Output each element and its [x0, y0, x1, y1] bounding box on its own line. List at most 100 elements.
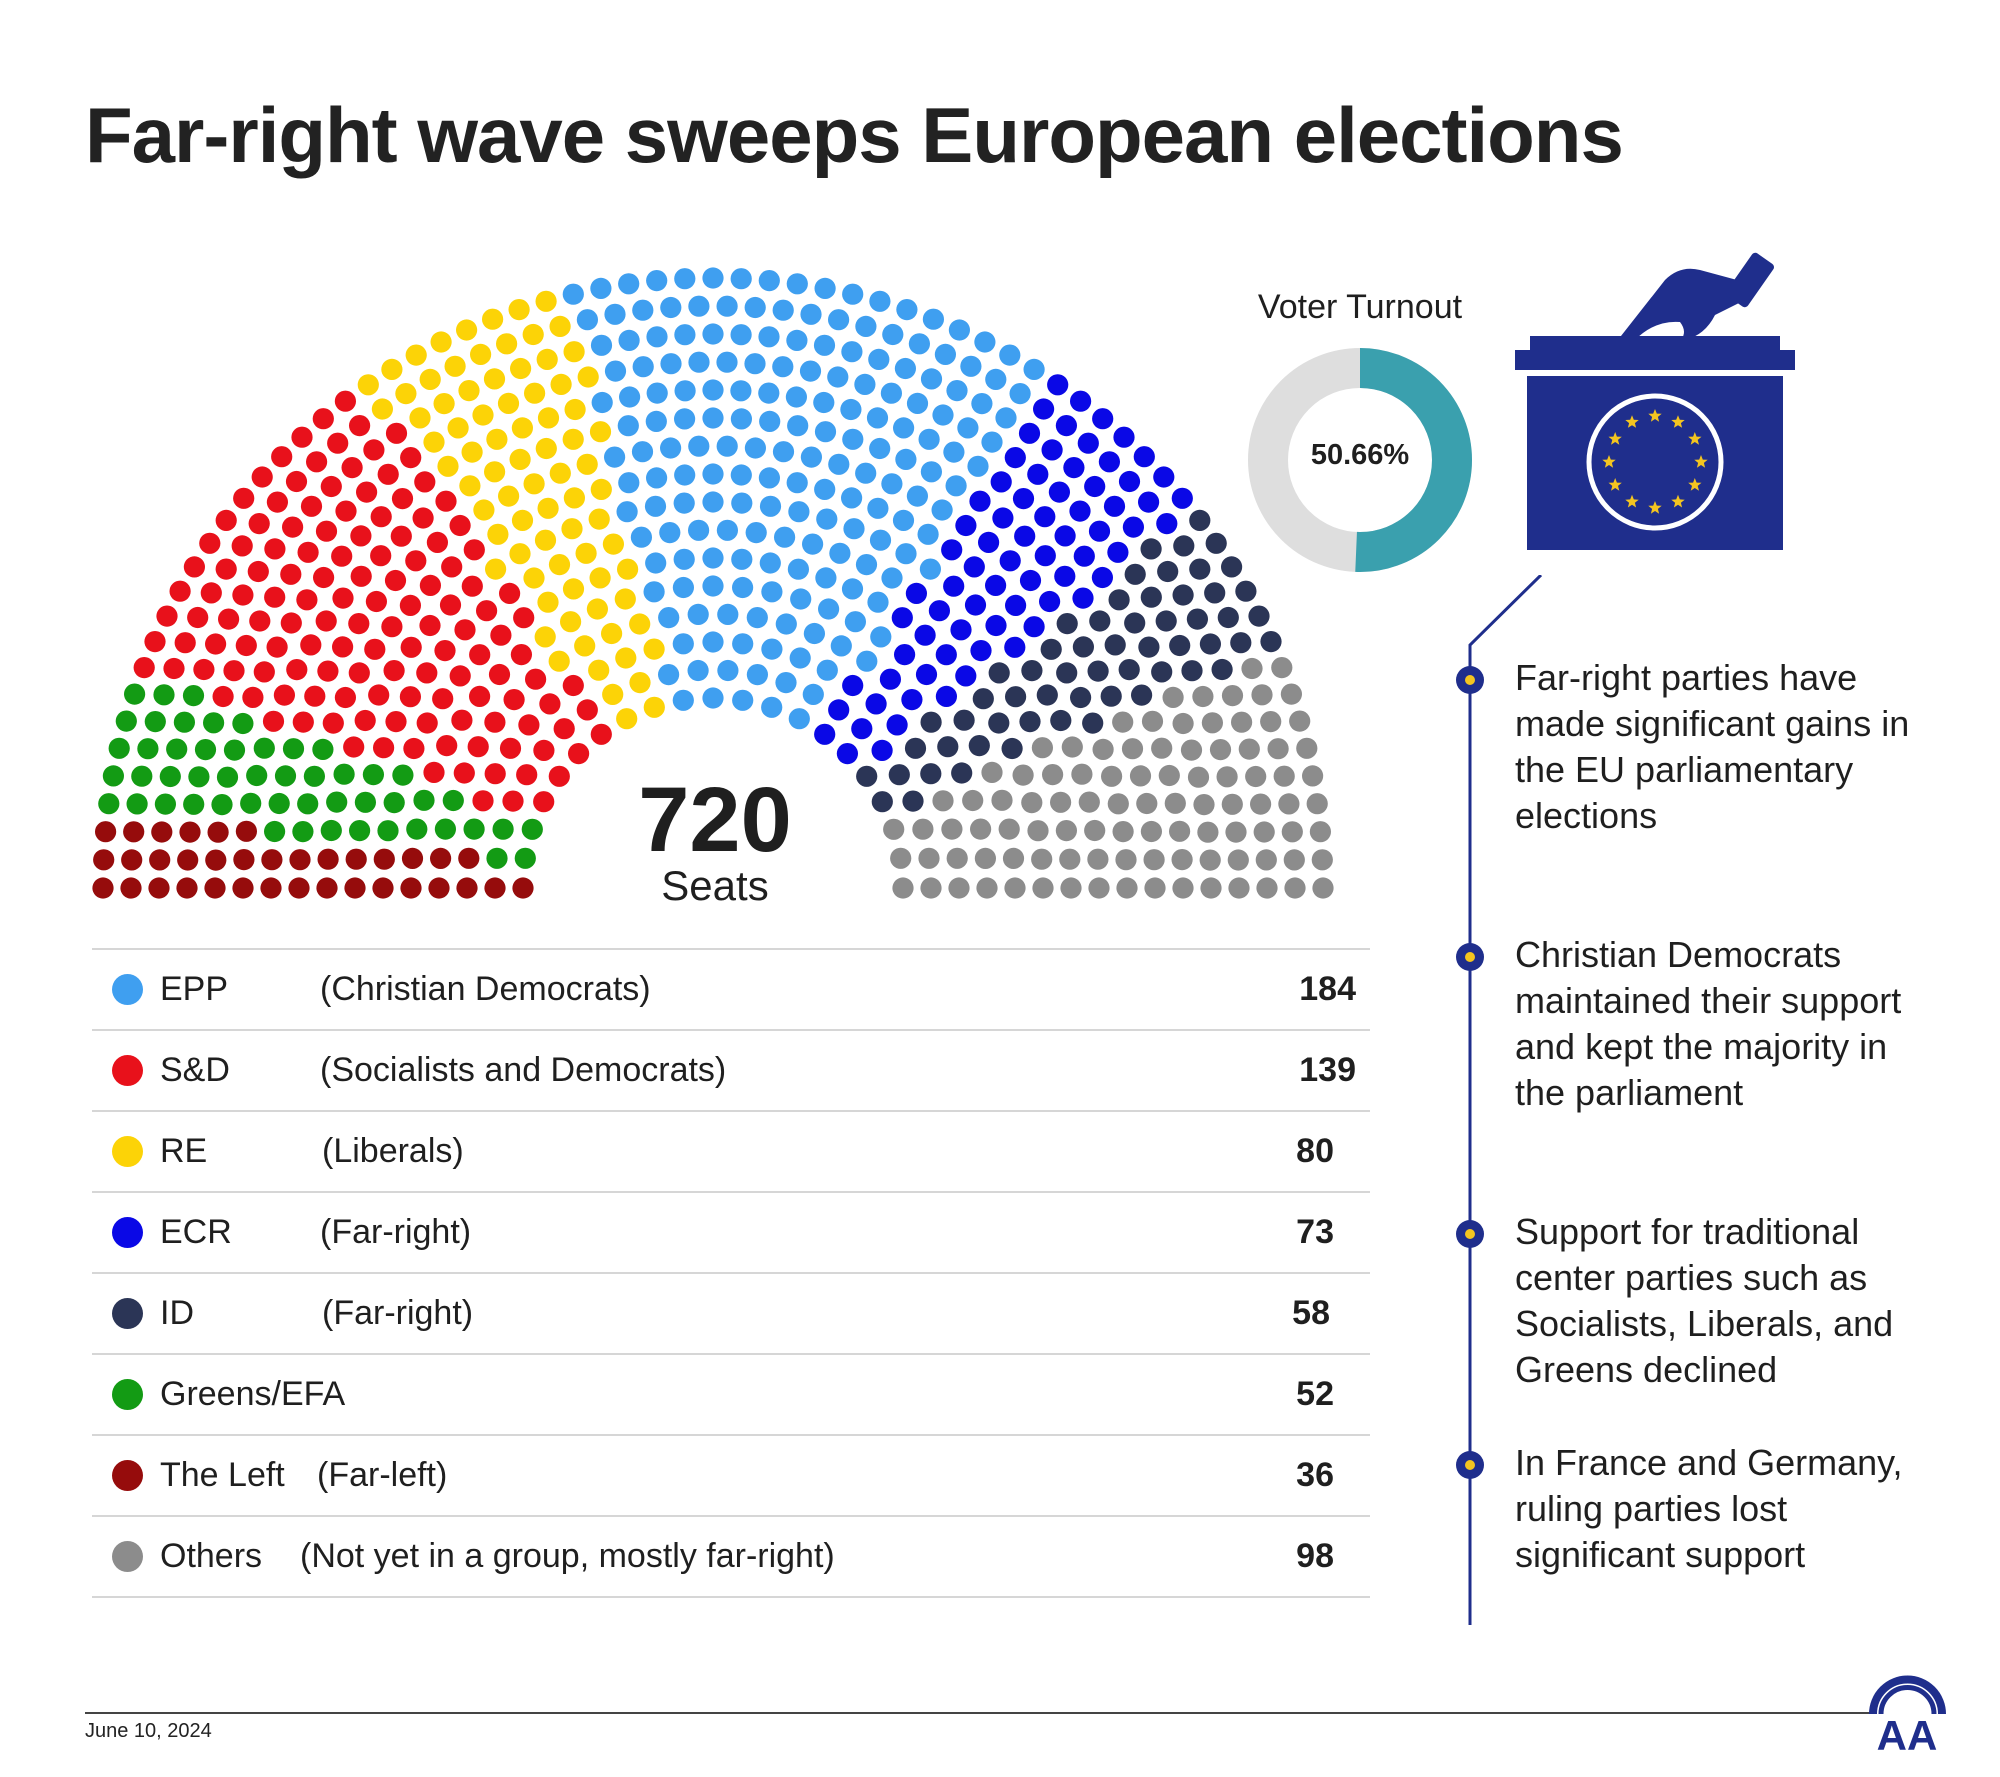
seat-epp [788, 708, 810, 730]
seat-epp [643, 581, 665, 603]
seat-ecr [1072, 587, 1094, 609]
seat-s-d [187, 606, 209, 629]
seat-greens-efa [274, 765, 297, 787]
seat-others [1192, 685, 1214, 708]
seat-others [912, 818, 934, 840]
note-item: Christian Democrats maintained their sup… [1515, 934, 1902, 1113]
seat-epp [731, 548, 753, 570]
seat-s-d [199, 532, 221, 554]
seat-re [483, 368, 506, 390]
seat-greens-efa [115, 710, 137, 732]
seat-the-left [428, 877, 450, 899]
seat-epp [1023, 358, 1045, 380]
seat-epp [631, 441, 654, 463]
seat-epp [967, 455, 989, 477]
seat-epp [908, 333, 931, 355]
seat-ecr [1156, 513, 1178, 535]
seat-epp [758, 270, 780, 292]
seat-id [856, 765, 878, 787]
seat-ecr [865, 693, 887, 715]
seat-id [1205, 532, 1227, 554]
seat-re [616, 708, 638, 730]
seat-s-d [590, 723, 612, 745]
legend-description: (Christian Democrats) [320, 970, 651, 1008]
seat-id [1181, 660, 1203, 682]
legend-row-ecr: ECR (Far-right) 73 [92, 1193, 1370, 1274]
seat-greens-efa [326, 791, 348, 813]
seat-greens-efa [486, 847, 508, 869]
seat-the-left [233, 849, 255, 871]
seat-greens-efa [297, 793, 319, 815]
seat-s-d [449, 514, 471, 537]
seat-id [1019, 711, 1041, 733]
seat-s-d [183, 556, 205, 578]
seat-s-d [332, 587, 354, 609]
footer-date: June 10, 2024 [85, 1720, 212, 1742]
seat-s-d [414, 471, 436, 493]
seat-re [590, 478, 612, 500]
seat-s-d [416, 712, 438, 734]
seat-epp [827, 366, 849, 388]
seat-others [1004, 877, 1026, 899]
legend-abbr: ID [160, 1294, 194, 1332]
seat-s-d [488, 663, 511, 686]
seat-epp [842, 428, 864, 450]
seat-re [643, 696, 665, 718]
seat-id [1173, 535, 1195, 557]
seat-others [1171, 849, 1193, 871]
seat-epp [934, 343, 957, 365]
seat-s-d [350, 565, 372, 587]
seat-epp [787, 415, 809, 437]
seat-id [1260, 631, 1282, 653]
seat-epp [759, 410, 781, 432]
seat-others [1245, 765, 1267, 788]
seat-others [1031, 848, 1053, 870]
seat-ecr [1041, 439, 1063, 461]
seat-ecr [901, 689, 923, 711]
seat-id [1172, 584, 1194, 606]
seat-id [1155, 610, 1177, 632]
seat-epp [943, 441, 965, 463]
seat-epp [896, 299, 918, 321]
seat-epp [618, 329, 640, 351]
legend-description: (Far-right) [320, 1213, 472, 1251]
seat-ecr [1014, 525, 1036, 547]
seat-re [482, 308, 504, 330]
legend-dot-sd [112, 1055, 143, 1086]
seat-re [522, 323, 544, 346]
seat-re [486, 428, 508, 450]
seat-re [456, 319, 478, 341]
seat-s-d [266, 636, 288, 658]
seat-others [1002, 847, 1025, 870]
legend-dot-greens [112, 1379, 143, 1410]
seat-greens-efa [312, 738, 334, 761]
seat-ecr [1171, 487, 1193, 509]
timeline-bullet-icon [1456, 1451, 1484, 1479]
seat-epp [702, 575, 724, 597]
seat-ecr [1118, 470, 1141, 493]
seat-id [1157, 560, 1179, 583]
seat-ecr [985, 574, 1007, 597]
seat-others [1306, 793, 1328, 815]
seat-re [537, 497, 559, 519]
seat-re [523, 473, 545, 495]
seat-epp [616, 501, 638, 523]
seat-re [509, 543, 531, 565]
seat-s-d [297, 541, 319, 563]
seat-others [1141, 710, 1164, 732]
timeline-bullet-icon [1456, 666, 1484, 694]
seat-epp [786, 329, 808, 351]
seat-epp [816, 508, 838, 530]
seat-others [1032, 877, 1054, 899]
seat-others [1296, 737, 1318, 759]
seat-others [946, 847, 968, 869]
seat-re [496, 333, 518, 355]
seat-s-d [426, 531, 448, 554]
page-title: Far-right wave sweeps European elections [85, 91, 1624, 179]
seat-s-d [233, 487, 255, 509]
seat-epp [855, 462, 877, 484]
seat-id [1021, 660, 1043, 682]
seat-greens-efa [514, 847, 536, 869]
seat-s-d [264, 538, 286, 560]
ballot-box-slot-bar [1515, 350, 1795, 370]
